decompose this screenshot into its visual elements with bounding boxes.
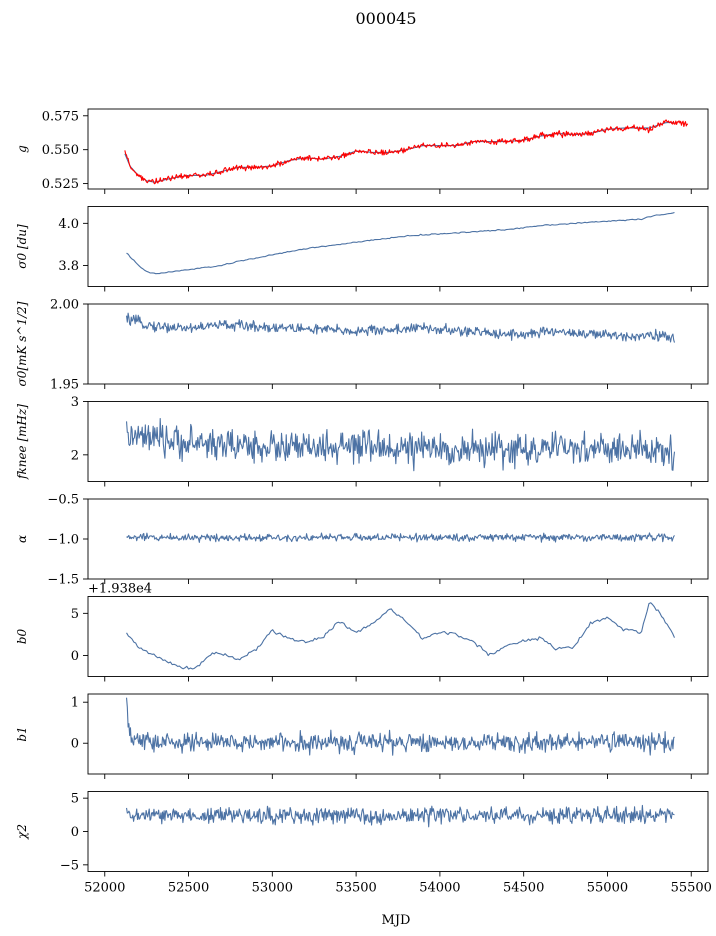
figure-title: 000045 <box>355 9 416 28</box>
series-line-alpha-0 <box>126 532 675 543</box>
y-tick-label-sigma0_mK: 2.00 <box>50 298 79 313</box>
x-axis-label: MJD <box>382 913 411 928</box>
y-axis-label-b1: b1 <box>15 726 29 741</box>
panel-b0: 0 5 b0 +1.938e4 <box>15 582 709 682</box>
panel-g: 0.525 0.550 0.575 g <box>15 108 709 194</box>
series-line-fknee-0 <box>125 417 676 472</box>
axes-frame-g <box>87 108 709 190</box>
axes-frame-sigma0_mK <box>87 303 709 385</box>
y-tick-label-b0: 5 <box>71 607 79 622</box>
y-axis-label-sigma0_du: σ0 [du] <box>15 224 29 269</box>
y-tick-label-alpha: −1.0 <box>47 533 79 548</box>
series-line-b0-0 <box>126 602 675 670</box>
series-line-chi2-0 <box>125 804 675 828</box>
axes-frame-b0 <box>87 596 709 677</box>
y-axis-label-b0: b0 <box>15 628 29 644</box>
x-tick-label: 55000 <box>587 881 628 896</box>
panel-sigma0_mK: 1.95 2.00 σ0[mK s^1/2] <box>15 298 709 393</box>
y-tick-label-b0: 0 <box>71 649 79 664</box>
y-tick-label-fknee: 3 <box>71 395 79 410</box>
y-tick-label-b1: 1 <box>71 696 79 711</box>
y-tick-label-g: 0.575 <box>42 109 79 124</box>
y-tick-label-chi2: 5 <box>71 792 79 807</box>
axes-frame-fknee <box>87 401 709 482</box>
series-line-sigma0_mK-0 <box>125 312 676 343</box>
axes-frame-b1 <box>87 693 709 775</box>
y-tick-label-g: 0.550 <box>42 143 79 158</box>
series-line-sigma0_du-0 <box>126 211 675 275</box>
panel-chi2: −5 0 5 52000 52500 53000 53500 54000 54500 55000 5… <box>15 791 712 896</box>
series-line-g-1 <box>124 119 688 185</box>
y-axis-label-alpha: α <box>15 535 29 543</box>
panel-alpha: −1.5 −1.0 −0.5 α <box>15 493 709 588</box>
y-tick-label-alpha: −0.5 <box>47 493 79 508</box>
panel-fknee: 2 3 fknee [mHz] <box>15 395 709 487</box>
y-tick-label-fknee: 2 <box>71 448 79 463</box>
panel-sigma0_du: 3.8 4.0 σ0 [du] <box>15 206 709 292</box>
y-tick-label-alpha: −1.5 <box>47 573 79 588</box>
x-tick-label: 53500 <box>335 881 376 896</box>
y-axis-label-chi2: χ2 <box>15 824 29 840</box>
x-tick-label: 54000 <box>419 881 460 896</box>
y-tick-label-sigma0_mK: 1.95 <box>50 378 79 393</box>
y-tick-label-chi2: 0 <box>71 825 79 840</box>
x-tick-label: 55500 <box>671 881 712 896</box>
y-tick-label-sigma0_du: 3.8 <box>58 259 79 274</box>
panel-b1: 0 1 b1 <box>15 693 709 779</box>
x-tick-label: 54500 <box>503 881 544 896</box>
y-tick-label-sigma0_du: 4.0 <box>58 217 79 232</box>
y-axis-label-fknee: fknee [mHz] <box>15 404 29 480</box>
y-axis-label-sigma0_mK: σ0[mK s^1/2] <box>15 301 29 386</box>
y-tick-label-b1: 0 <box>71 737 79 752</box>
x-tick-label: 52000 <box>84 881 125 896</box>
axes-frame-sigma0_du <box>87 206 709 287</box>
x-tick-label: 53000 <box>252 881 293 896</box>
x-tick-label: 52500 <box>168 881 209 896</box>
offset-label: +1.938e4 <box>88 582 152 597</box>
y-tick-label-chi2: −5 <box>60 858 79 873</box>
y-tick-label-g: 0.525 <box>42 177 79 192</box>
y-axis-label-g: g <box>15 145 29 153</box>
axes-frame-chi2 <box>87 791 709 872</box>
series-line-b1-0 <box>125 697 675 756</box>
